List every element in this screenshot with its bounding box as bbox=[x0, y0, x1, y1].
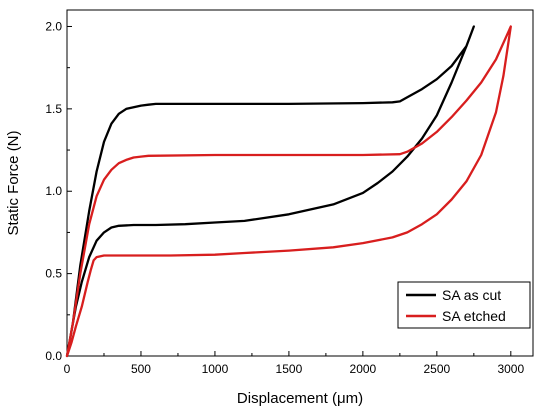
x-tick-label: 1000 bbox=[202, 362, 229, 376]
series-line-sa-as-cut bbox=[65, 25, 475, 358]
legend-label-sa-etched: SA etched bbox=[442, 308, 506, 324]
y-tick-label: 2.0 bbox=[45, 19, 62, 33]
x-tick-label: 500 bbox=[131, 362, 151, 376]
x-tick-label: 1500 bbox=[276, 362, 303, 376]
x-tick-label: 2500 bbox=[423, 362, 450, 376]
plot-frame bbox=[66, 9, 534, 357]
x-tick-label: 2000 bbox=[350, 362, 377, 376]
y-axis-ticks: 0.0 0.5 1.0 1.5 2.0 bbox=[45, 19, 72, 363]
legend-box bbox=[397, 281, 531, 329]
y-tick-label: 1.0 bbox=[45, 184, 62, 198]
y-tick-label: 1.5 bbox=[45, 102, 62, 116]
y-tick-label: 0.5 bbox=[45, 267, 62, 281]
y-tick-label: 0.0 bbox=[45, 349, 62, 363]
plot-area: 0 500 1000 1500 2000 2500 3000 0.0 0.5 1.0 1.5 2.0 bbox=[45, 9, 534, 376]
x-axis-title: Displacement (μm) bbox=[237, 390, 363, 407]
y-axis-title: Static Force (N) bbox=[5, 130, 22, 235]
series-line-sa-etched bbox=[65, 25, 512, 358]
series-group bbox=[65, 25, 512, 358]
x-tick-label: 3000 bbox=[497, 362, 524, 376]
legend-label-sa-as-cut: SA as cut bbox=[442, 287, 501, 303]
legend: SA as cut SA etched bbox=[397, 281, 531, 329]
x-tick-label: 0 bbox=[64, 362, 71, 376]
x-axis-ticks: 0 500 1000 1500 2000 2500 3000 bbox=[64, 351, 524, 376]
